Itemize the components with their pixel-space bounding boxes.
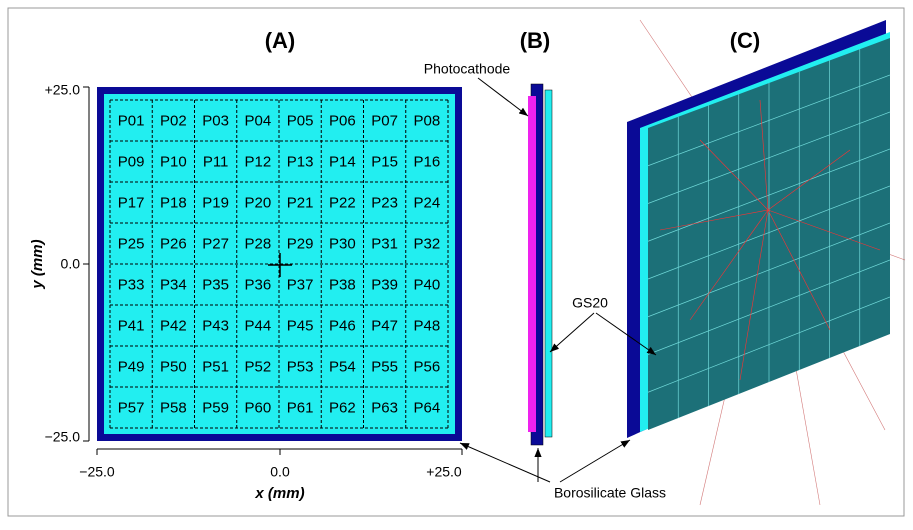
pixel-label: P21	[287, 194, 314, 211]
pixel-label: P02	[160, 112, 187, 129]
panel-title: (B)	[520, 28, 551, 53]
pixel-label: P64	[414, 399, 441, 416]
pixel-label: P04	[245, 112, 272, 129]
panel-title: (C)	[730, 28, 761, 53]
pixel-label: P20	[245, 194, 272, 211]
pixel-label: P33	[118, 276, 145, 293]
pixel-grid	[109, 99, 449, 429]
photocathode-side	[528, 96, 536, 432]
y-axis-label: y (mm)	[29, 239, 46, 289]
pixel-label: P24	[414, 194, 441, 211]
pixel-label: P12	[245, 153, 272, 170]
pixel-label: P52	[245, 358, 272, 375]
arrow	[477, 77, 529, 117]
pixel-label: P32	[414, 235, 441, 252]
pixel-label: P03	[202, 112, 229, 129]
grid-line	[647, 185, 891, 280]
pixel-label: P23	[371, 194, 398, 211]
x-tick-label: −25.0	[79, 464, 115, 480]
arrow	[595, 312, 657, 356]
grid-line	[647, 296, 891, 393]
pixel-label: P48	[414, 317, 441, 334]
grid-line	[647, 259, 891, 355]
pixel-label: P47	[371, 317, 398, 334]
arrow	[549, 312, 595, 353]
y-tick-label: −25.0	[45, 429, 81, 445]
pixel-label: P10	[160, 153, 187, 170]
pixel-label: P60	[245, 399, 272, 416]
y-tick-label: 0.0	[61, 256, 81, 272]
pixel-label: P45	[287, 317, 314, 334]
pixel-label: P34	[160, 276, 187, 293]
pixel-label: P59	[202, 399, 229, 416]
pixel-label: P05	[287, 112, 314, 129]
pixel-label: P55	[371, 358, 398, 375]
pixel-label: P31	[371, 235, 398, 252]
pixel-labels: P01 P02 P03 P04 P05 P06 P07 P08 P09 P10 P11 P12 P13 P…	[118, 112, 440, 416]
pixel-label: P08	[414, 112, 441, 129]
pixel-label: P30	[329, 235, 356, 252]
pixel-label: P61	[287, 399, 314, 416]
pixel-label: P62	[329, 399, 356, 416]
arrow	[459, 442, 551, 483]
x-tick-label: +25.0	[426, 464, 462, 480]
pixel-label: P26	[160, 235, 187, 252]
pixel-label: P43	[202, 317, 229, 334]
pixel-label: P11	[203, 153, 229, 170]
pixel-label: P17	[118, 194, 145, 211]
pixel-label: P37	[287, 276, 314, 293]
pixel-label: P44	[245, 317, 272, 334]
annotation: Borosilicate Glass	[554, 485, 666, 501]
pixel-label: P56	[414, 358, 441, 375]
pixel-label: P29	[287, 235, 314, 252]
pixel-label: P14	[329, 153, 356, 170]
pixel-label: P27	[202, 235, 229, 252]
pixel-label: P46	[329, 317, 356, 334]
pixel-label: P16	[414, 153, 441, 170]
pixel-label: P22	[329, 194, 356, 211]
pixel-label: P38	[329, 276, 356, 293]
pixel-label: P39	[371, 276, 398, 293]
pixel-label: P25	[118, 235, 145, 252]
pixel-label: P13	[287, 153, 314, 170]
scintillator-side	[544, 89, 553, 438]
pixel-label: P40	[414, 276, 441, 293]
pixel-label: P41	[118, 317, 145, 334]
pixel-label: P63	[371, 399, 398, 416]
panel-title: (A)	[265, 28, 296, 53]
pixel-label: P06	[329, 112, 356, 129]
pixel-label: P07	[371, 112, 398, 129]
tracks	[659, 99, 881, 381]
pixel-label: P36	[245, 276, 272, 293]
pixel-label: P50	[160, 358, 187, 375]
arrow	[559, 439, 631, 483]
x-tick-label: 0.0	[270, 464, 290, 480]
y-tick-label: +25.0	[45, 82, 81, 98]
pixel-label: P09	[118, 153, 145, 170]
x-axis-label: x (mm)	[254, 485, 304, 502]
pixel-label: P42	[160, 317, 187, 334]
grid-line	[647, 222, 891, 318]
pixel-label: P35	[202, 276, 229, 293]
pixel-label: P58	[160, 399, 187, 416]
annotation: GS20	[572, 295, 608, 311]
pixel-label: P49	[118, 358, 145, 375]
pixel-label: P51	[202, 358, 229, 375]
pixel-label: P54	[329, 358, 356, 375]
pixel-label: P53	[287, 358, 314, 375]
pixel-label: P19	[202, 194, 229, 211]
pixel-label: P57	[118, 399, 145, 416]
pixel-label: P18	[160, 194, 187, 211]
frame	[7, 7, 905, 517]
pixel-label: P01	[118, 112, 145, 129]
pixel-label: P15	[371, 153, 398, 170]
pixel-label: P28	[245, 235, 272, 252]
annotation: Photocathode	[424, 61, 511, 77]
ticks	[83, 86, 463, 455]
